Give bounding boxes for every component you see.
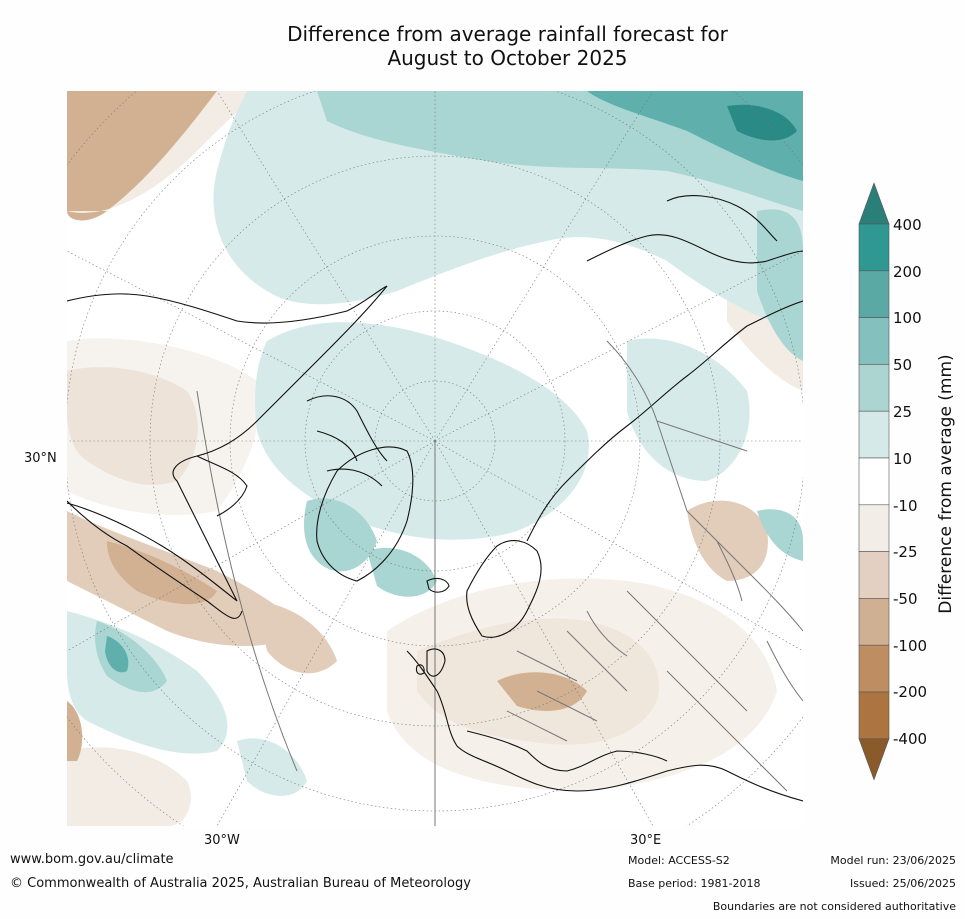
base-period-text: Base period: 1981-2018: [628, 877, 761, 890]
dry-area-europe-faint: [387, 578, 777, 791]
colorbar-tick: -10: [893, 497, 918, 515]
wet-area-northeast-strong: [727, 104, 797, 141]
colorbar-tick: -200: [893, 683, 928, 701]
dry-area-mid-pacific: [257, 601, 337, 674]
colorbar-segment: [858, 364, 890, 412]
north-america-coast: [67, 285, 388, 602]
colorbar-tick: -400: [893, 730, 928, 748]
dry-area-pacific-dark: [107, 541, 217, 605]
rainfall-map[interactable]: [67, 91, 803, 826]
wet-area-east-asia: [757, 509, 803, 561]
colorbar: [858, 182, 890, 781]
website-link[interactable]: www.bom.gov.au/climate: [10, 852, 174, 867]
kamchatka-coast: [666, 195, 778, 242]
lon-label-30e: 30°E: [630, 833, 662, 848]
mediterranean-coast: [466, 730, 668, 772]
colorbar-tick: 25: [893, 403, 913, 421]
dry-area-northwest: [67, 91, 217, 221]
colorbar-tick: 50: [893, 356, 913, 374]
colorbar-segment: [858, 457, 890, 506]
colorbar-segment: [858, 691, 890, 740]
europe-coast: [406, 650, 803, 802]
model-run-text: Model run: 23/06/2025: [830, 854, 956, 867]
iceland-coast: [426, 577, 450, 593]
lat-label-30n: 30°N: [24, 451, 57, 466]
colorbar-title: Difference from average (mm): [936, 354, 956, 614]
map-title: Difference from average rainfall forecas…: [150, 22, 865, 70]
wet-area-east-edge: [757, 209, 803, 361]
colorbar-extend-max: [858, 182, 890, 225]
copyright-text: © Commonwealth of Australia 2025, Austra…: [10, 876, 471, 891]
title-line-1: Difference from average rainfall forecas…: [287, 22, 728, 46]
hudson-bay: [196, 455, 248, 517]
colorbar-tick: -25: [893, 543, 918, 561]
model-text: Model: ACCESS-S2: [628, 854, 730, 867]
british-isles: [415, 648, 446, 677]
colorbar-segment: [858, 317, 890, 365]
alaska-coast: [67, 500, 243, 619]
title-line-2: August to October 2025: [387, 46, 628, 70]
country-borders: [506, 340, 803, 792]
coastlines: [67, 195, 803, 802]
meridian-lines: [196, 390, 436, 826]
lon-label-30w: 30°W: [204, 833, 240, 848]
colorbar-segment: [858, 270, 890, 318]
wet-area-siberia-east: [627, 338, 750, 481]
dry-anomaly-areas: [67, 91, 803, 826]
colorbar-tick: 200: [893, 263, 922, 281]
colorbar-segment: [858, 598, 890, 646]
greenland-coast: [316, 446, 414, 582]
wet-anomaly-areas: [67, 91, 803, 796]
scandinavia-coast: [466, 540, 542, 638]
dry-area-southwest: [67, 747, 191, 826]
colorbar-segment: [858, 223, 890, 272]
wet-area-north-atlantic: [367, 547, 437, 597]
dry-area-north-america-faint: [67, 338, 260, 515]
colorbar-extend-min: [858, 738, 890, 781]
issued-text: Issued: 25/06/2025: [849, 877, 956, 890]
dry-area-northwest-faint: [67, 91, 267, 213]
colorbar-segment: [858, 410, 890, 459]
wet-area-north-pacific: [237, 738, 307, 796]
colorbar-tick: -50: [893, 590, 918, 608]
colorbar-tick: 100: [893, 309, 922, 327]
colorbar-tick: 400: [893, 216, 922, 234]
eurasia-arctic-coast: [526, 300, 803, 542]
boundaries-note: Boundaries are not considered authoritat…: [712, 900, 956, 913]
dry-area-siberia: [687, 500, 768, 581]
wet-area-arctic: [255, 322, 589, 540]
wet-area-greenland: [304, 498, 377, 572]
colorbar-segment: [858, 644, 890, 693]
dry-area-mediterranean: [497, 672, 587, 711]
colorbar-segment: [858, 504, 890, 552]
wet-area-pacific-west-dark: [105, 636, 129, 673]
colorbar-tick: 10: [893, 450, 913, 468]
colorbar-tick: -100: [893, 637, 928, 655]
colorbar-segment: [858, 551, 890, 599]
siberia-coast: [586, 234, 803, 264]
dry-area-southwest-dark: [67, 701, 83, 761]
map-canvas: [67, 91, 803, 826]
